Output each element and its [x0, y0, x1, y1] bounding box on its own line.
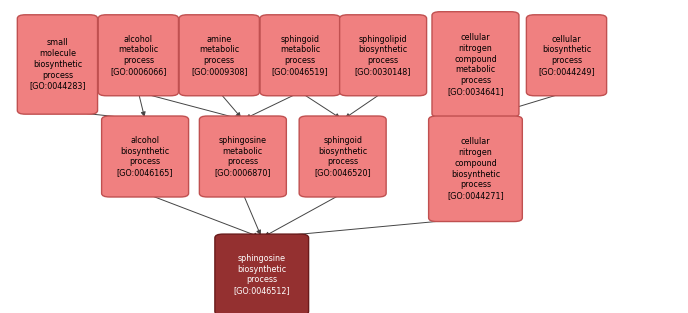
Text: alcohol
metabolic
process
[GO:0006066]: alcohol metabolic process [GO:0006066]: [110, 35, 166, 76]
Text: sphingosine
biosynthetic
process
[GO:0046512]: sphingosine biosynthetic process [GO:004…: [233, 254, 290, 295]
FancyBboxPatch shape: [179, 15, 259, 96]
FancyBboxPatch shape: [260, 15, 341, 96]
FancyBboxPatch shape: [526, 15, 607, 96]
FancyBboxPatch shape: [215, 234, 309, 313]
FancyBboxPatch shape: [299, 116, 386, 197]
FancyBboxPatch shape: [102, 116, 189, 197]
Text: cellular
nitrogen
compound
metabolic
process
[GO:0034641]: cellular nitrogen compound metabolic pro…: [447, 33, 504, 96]
FancyBboxPatch shape: [17, 15, 98, 114]
FancyBboxPatch shape: [98, 15, 178, 96]
Text: cellular
nitrogen
compound
biosynthetic
process
[GO:0044271]: cellular nitrogen compound biosynthetic …: [447, 137, 504, 200]
Text: cellular
biosynthetic
process
[GO:0044249]: cellular biosynthetic process [GO:004424…: [538, 35, 595, 76]
Text: small
molecule
biosynthetic
process
[GO:0044283]: small molecule biosynthetic process [GO:…: [29, 38, 86, 90]
Text: sphingoid
metabolic
process
[GO:0046519]: sphingoid metabolic process [GO:0046519]: [272, 35, 329, 76]
Text: sphingosine
metabolic
process
[GO:0006870]: sphingosine metabolic process [GO:000687…: [215, 136, 271, 177]
FancyBboxPatch shape: [340, 15, 427, 96]
FancyBboxPatch shape: [432, 12, 519, 117]
Text: amine
metabolic
process
[GO:0009308]: amine metabolic process [GO:0009308]: [191, 35, 248, 76]
FancyBboxPatch shape: [200, 116, 286, 197]
Text: sphingoid
biosynthetic
process
[GO:0046520]: sphingoid biosynthetic process [GO:00465…: [314, 136, 371, 177]
FancyBboxPatch shape: [429, 116, 522, 222]
Text: alcohol
biosynthetic
process
[GO:0046165]: alcohol biosynthetic process [GO:0046165…: [117, 136, 173, 177]
Text: sphingolipid
biosynthetic
process
[GO:0030148]: sphingolipid biosynthetic process [GO:00…: [355, 35, 411, 76]
